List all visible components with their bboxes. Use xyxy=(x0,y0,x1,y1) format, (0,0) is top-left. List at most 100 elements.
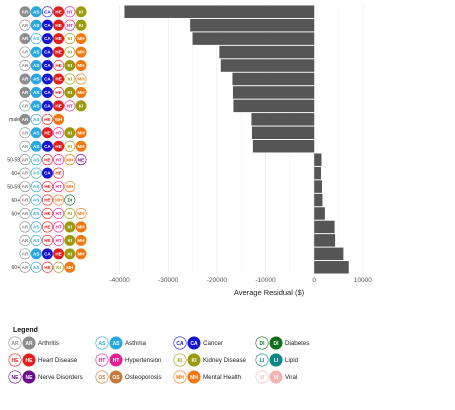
bar xyxy=(314,234,336,247)
bar xyxy=(251,113,315,126)
svg-text:HT: HT xyxy=(56,225,62,230)
badge-ar: AR xyxy=(19,6,31,18)
legend-item-mh: MH MH Mental Health xyxy=(173,370,242,384)
svg-text:MH: MH xyxy=(77,50,85,55)
svg-text:AS: AS xyxy=(33,211,39,216)
badge-ca: CA xyxy=(41,100,53,112)
svg-text:HE: HE xyxy=(44,198,50,203)
badge-as: AS xyxy=(30,234,42,246)
badge-he: HE xyxy=(53,60,65,72)
badge-ar: AR xyxy=(19,19,31,31)
badge-he: HE xyxy=(41,127,53,139)
x-axis-ticks: -40000 -30000 -20000 -10000 0 10000 xyxy=(109,277,372,284)
svg-text:KI: KI xyxy=(68,225,73,230)
row-label: 60+ xyxy=(12,198,21,204)
legend-item-he: HE HE Heart Disease xyxy=(8,353,78,367)
legend-item-os: OS OS Osteoporosis xyxy=(95,370,161,384)
badge-ar: AR xyxy=(19,127,31,139)
badge-as: AS xyxy=(30,6,42,18)
badge-ca: CA xyxy=(41,60,53,72)
svg-text:KI: KI xyxy=(56,265,61,270)
legend-label: Nerve Disorders xyxy=(38,374,83,381)
svg-text:KI: KI xyxy=(79,9,84,14)
badge-ki: KI xyxy=(64,248,76,260)
badge-ht: HT xyxy=(53,207,65,219)
svg-text:CA: CA xyxy=(176,341,184,347)
badge-ca: CA xyxy=(41,46,53,58)
svg-text:HE: HE xyxy=(44,117,50,122)
badge-mh: MH xyxy=(64,181,76,193)
svg-text:HE: HE xyxy=(26,358,34,364)
svg-text:DI: DI xyxy=(260,341,266,347)
badge-ca: CA xyxy=(41,19,53,31)
bar xyxy=(220,59,315,72)
badge-ar: AR xyxy=(19,261,31,273)
svg-text:AS: AS xyxy=(33,225,39,230)
badge-as: AS xyxy=(30,248,42,260)
legend-item-ar: AR AR Arthritis xyxy=(8,336,59,350)
svg-text:HT: HT xyxy=(99,358,106,364)
svg-text:CA: CA xyxy=(44,36,51,41)
badge-as: AS xyxy=(30,261,42,273)
svg-text:KI: KI xyxy=(178,358,184,364)
svg-text:AS: AS xyxy=(33,50,39,55)
badge-as: AS xyxy=(30,46,42,58)
badge-he: HE xyxy=(41,207,53,219)
badge-as: AS xyxy=(30,221,42,233)
badge-he: HE xyxy=(41,181,53,193)
badge-ki: KI xyxy=(75,19,87,31)
svg-text:AS: AS xyxy=(33,251,39,256)
badge-he: HE xyxy=(41,154,53,166)
legend-item-ca: CA CA Cancer xyxy=(173,336,223,350)
badge-ht: HT xyxy=(64,19,76,31)
svg-text:AR: AR xyxy=(25,341,33,347)
badge-as: AS xyxy=(30,100,42,112)
badge-he: HE xyxy=(53,167,65,179)
legend-item-li: LI LI Lipid xyxy=(255,353,299,367)
badge-ki: KI xyxy=(64,127,76,139)
svg-text:MH: MH xyxy=(66,157,74,162)
svg-text:CA: CA xyxy=(44,251,51,256)
badge-di: DI xyxy=(64,194,76,206)
svg-text:MH: MH xyxy=(77,251,85,256)
badge-ht: HT xyxy=(64,100,76,112)
svg-text:AS: AS xyxy=(33,157,39,162)
svg-text:AR: AR xyxy=(22,144,29,149)
badge-he: HE xyxy=(41,234,53,246)
badge-ht: HT xyxy=(53,221,65,233)
badge-he: HE xyxy=(53,46,65,58)
badge-mh: MH xyxy=(75,33,87,45)
svg-text:MH: MH xyxy=(66,265,74,270)
badge-as: AS xyxy=(30,167,42,179)
svg-text:AR: AR xyxy=(22,63,29,68)
svg-text:HT: HT xyxy=(56,184,62,189)
legend-label: Cancer xyxy=(203,340,223,347)
bar xyxy=(232,86,315,99)
svg-text:HE: HE xyxy=(55,77,61,82)
badge-as: AS xyxy=(30,140,42,152)
badge-ar: AR xyxy=(19,46,31,58)
svg-text:HE: HE xyxy=(55,50,61,55)
badge-ki: KI xyxy=(75,6,87,18)
x-tick-label: -40000 xyxy=(109,277,130,284)
legend-label: Asthma xyxy=(125,340,147,347)
legend-label: Hypertension xyxy=(125,357,162,364)
svg-text:CA: CA xyxy=(44,171,51,176)
svg-text:AS: AS xyxy=(33,9,39,14)
svg-text:HE: HE xyxy=(55,23,61,28)
badge-as: AS xyxy=(30,154,42,166)
badge-mh: MH xyxy=(75,248,87,260)
row-label: 50-59 xyxy=(7,184,20,190)
badge-he: HE xyxy=(53,19,65,31)
legend-item-ki: KI KI Kidney Disease xyxy=(173,353,247,367)
svg-text:AR: AR xyxy=(22,103,29,108)
badge-mh: MH xyxy=(75,86,87,98)
row-label: 60+ xyxy=(12,265,21,271)
svg-text:AR: AR xyxy=(22,211,29,216)
bar xyxy=(219,45,315,59)
svg-text:KI: KI xyxy=(68,238,73,243)
svg-text:KI: KI xyxy=(68,144,73,149)
badge-mh: MH xyxy=(53,194,65,206)
x-tick-label: -20000 xyxy=(207,277,228,284)
legend: Legend AR AR Arthritis AS AS Asthma CA CA Cancer… xyxy=(8,327,309,384)
